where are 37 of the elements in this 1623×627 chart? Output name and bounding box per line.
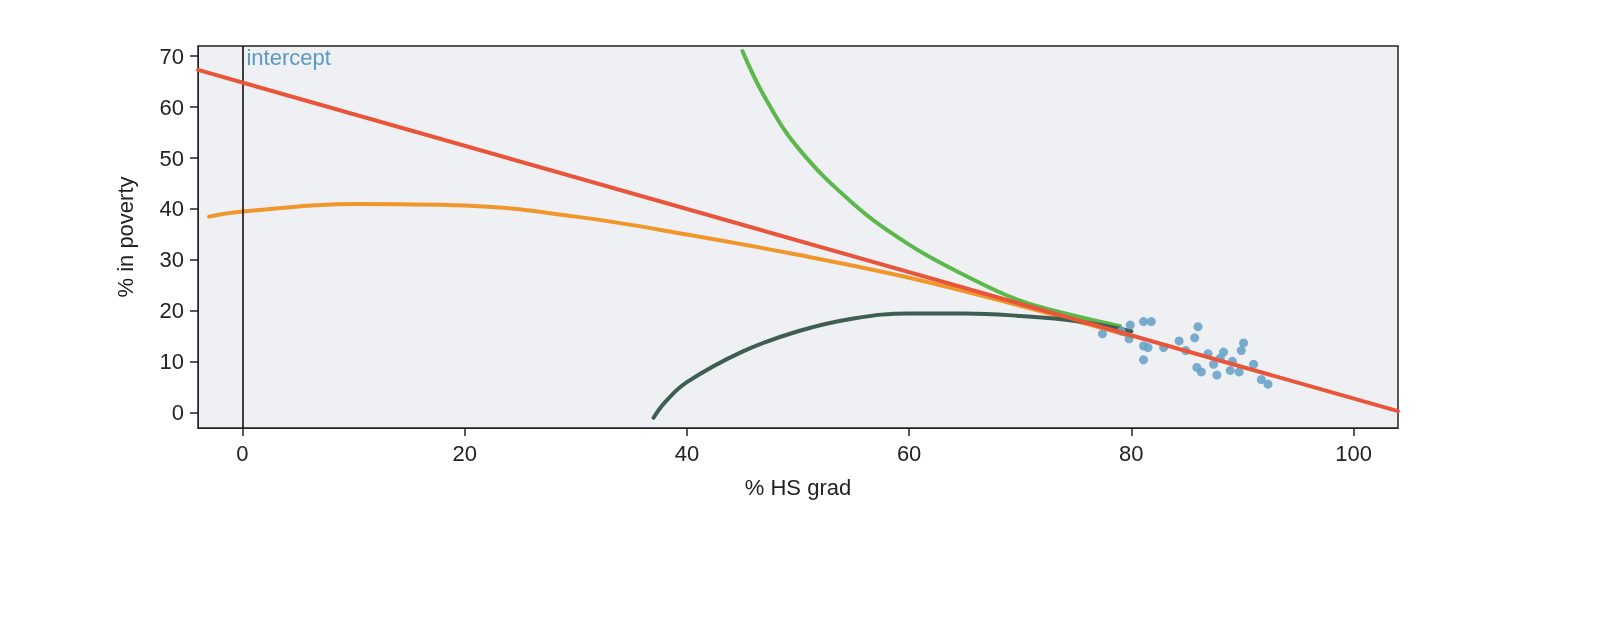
y-tick-label: 20 xyxy=(159,298,184,324)
y-tick-label: 30 xyxy=(159,247,184,273)
x-tick-label: 80 xyxy=(1119,440,1144,466)
point xyxy=(1125,320,1135,330)
point xyxy=(1249,359,1259,369)
y-tick-label: 40 xyxy=(159,196,184,222)
x-tick-label: 40 xyxy=(674,440,700,466)
x-axis-title: % HS grad xyxy=(744,474,852,500)
point xyxy=(1256,375,1266,385)
x-tick-label: 100 xyxy=(1335,440,1372,466)
y-tick-label: 60 xyxy=(159,94,184,120)
point xyxy=(1193,322,1203,332)
y-tick-label: 50 xyxy=(159,145,184,171)
point xyxy=(1146,317,1156,327)
point xyxy=(1225,365,1235,375)
point xyxy=(1139,317,1149,327)
y-tick-label: 70 xyxy=(159,43,184,69)
point xyxy=(1196,367,1206,377)
point xyxy=(1212,370,1222,380)
point xyxy=(1143,343,1153,353)
point xyxy=(1234,367,1244,377)
x-tick-label: 20 xyxy=(452,440,477,466)
x-tick-label: 60 xyxy=(896,440,922,466)
point xyxy=(1190,333,1200,343)
ref-line-label: intercept xyxy=(246,44,331,70)
point xyxy=(1209,359,1219,369)
line-series xyxy=(651,311,1134,420)
point xyxy=(1236,346,1246,356)
point xyxy=(1174,336,1184,346)
x-tick-label: 0 xyxy=(236,440,249,466)
point xyxy=(1263,379,1273,389)
point xyxy=(1239,338,1249,348)
y-tick-label: 0 xyxy=(171,400,184,426)
point xyxy=(1139,355,1149,365)
point xyxy=(1097,329,1107,339)
y-axis-title: % in poverty xyxy=(112,176,138,298)
y-tick-label: 10 xyxy=(159,349,184,375)
